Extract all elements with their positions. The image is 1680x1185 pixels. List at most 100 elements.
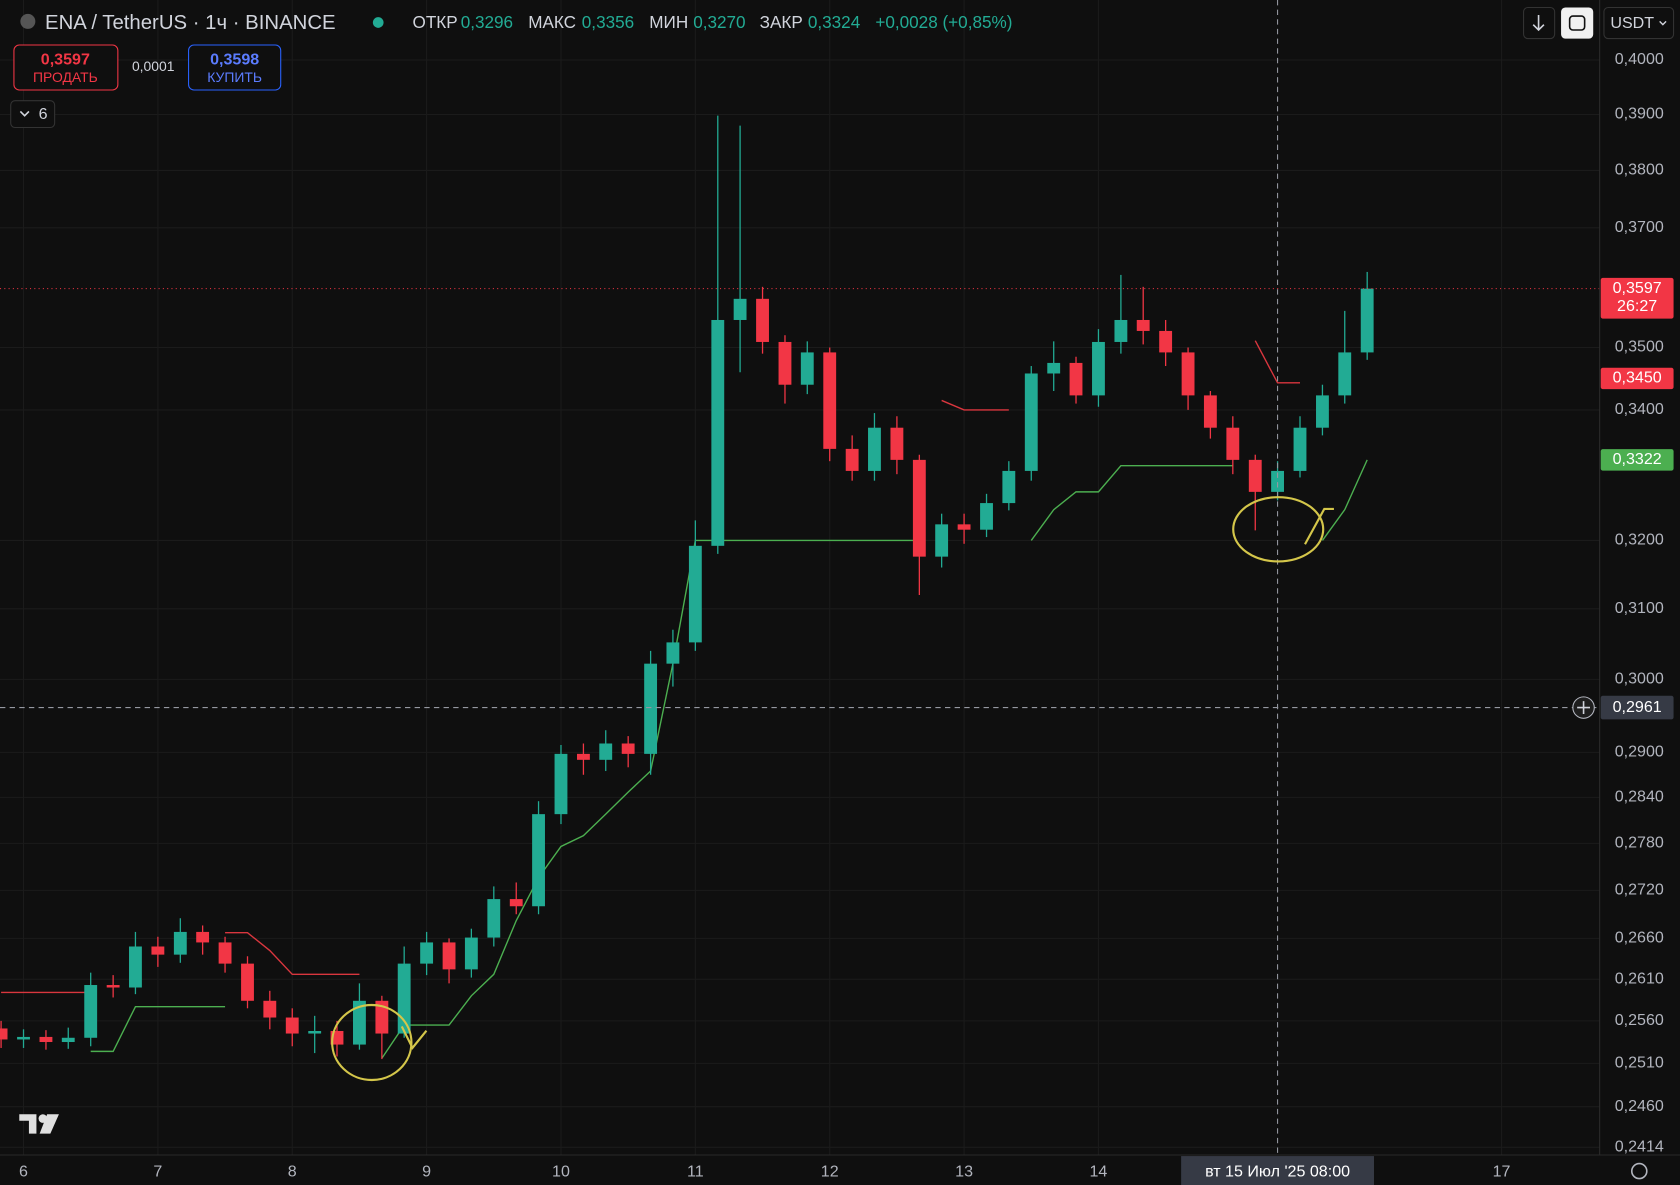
ohlc-value: 0,3324 (808, 12, 861, 32)
trail-line (225, 932, 360, 975)
trail-line (941, 399, 1009, 411)
y-tick-label: 0,3200 (1615, 531, 1664, 549)
buy-button[interactable]: 0,3598 КУПИТЬ (188, 44, 282, 91)
x-tick-label: 7 (153, 1162, 162, 1180)
sell-box[interactable] (13, 44, 119, 91)
trail-line (1321, 459, 1368, 541)
currency-button[interactable] (1603, 6, 1675, 40)
y-tick-label: 0,2780 (1615, 834, 1664, 852)
candle-body (1136, 319, 1150, 331)
candle-body (778, 341, 792, 385)
candle-body (621, 743, 635, 754)
buy-box[interactable] (188, 44, 282, 91)
y-tick-label: 0,3800 (1615, 161, 1664, 179)
price-marker-label: 0,3597 (1613, 279, 1662, 297)
y-tick-label: 0,2900 (1615, 743, 1664, 761)
candle-body (509, 899, 523, 907)
chevron[interactable] (19, 110, 30, 117)
candle-body (129, 946, 142, 988)
drawing-ellipse (331, 1003, 413, 1082)
status-dot (372, 17, 384, 28)
candle-body (845, 448, 859, 471)
candle-body (1293, 427, 1307, 471)
candle-body (151, 946, 165, 955)
price-marker (1600, 277, 1674, 319)
candle-body (487, 899, 501, 938)
candle-body (890, 427, 904, 460)
y-tick-label: 0,3700 (1615, 218, 1664, 236)
buy-label[interactable]: КУПИТЬ (207, 69, 262, 85)
candle-body (241, 963, 254, 1001)
candle-body (1024, 373, 1038, 471)
candle-body (353, 1000, 366, 1045)
x-tick-label: 8 (288, 1162, 297, 1180)
candle-body (711, 319, 725, 546)
symbol-icon[interactable] (20, 13, 36, 29)
candle-body (957, 524, 971, 530)
candle-body (935, 524, 949, 557)
tv-logo (19, 1114, 59, 1134)
x-tick-label: 13 (955, 1162, 973, 1180)
ohlc-label: МАКС (528, 12, 576, 32)
chevron[interactable] (1659, 20, 1667, 26)
drawing-stroke (1304, 507, 1334, 545)
candle-body (1248, 459, 1262, 492)
candle-body (1360, 288, 1374, 353)
y-tick-label: 0,4000 (1615, 50, 1664, 68)
symbol-title[interactable]: ENA / TetherUS · 1ч · BINANCE (45, 12, 336, 34)
candle-body (375, 1000, 389, 1034)
indicators-toggle[interactable]: 6 (10, 100, 56, 129)
candle-body (1203, 395, 1217, 428)
axes: 0,2414 0,2460 0,2510 0,2560 0,2610 0,2660 0,27… (19, 50, 1674, 1185)
spread: 0,0001 (132, 58, 175, 74)
ohlc-change: +0,0028 (+0,85%) (875, 12, 1012, 32)
y-tick-label: 0,2510 (1615, 1054, 1664, 1072)
price-marker (1600, 449, 1674, 471)
candle-body (17, 1036, 30, 1040)
candle-body (1181, 352, 1195, 396)
ohlc-label: ОТКР (413, 12, 458, 32)
candle-body (442, 942, 456, 970)
y-tick-label: 0,3500 (1615, 338, 1664, 356)
x-tick-label: 6 (19, 1162, 28, 1180)
drawing-ellipse (1232, 496, 1325, 563)
candle-body (666, 642, 680, 664)
logo-part (19, 1114, 37, 1134)
price-marker-label: 0,3322 (1613, 450, 1662, 468)
currency[interactable]: USDT (1610, 14, 1654, 32)
download-icon[interactable] (1532, 15, 1545, 32)
y-tick-label: 0,2460 (1615, 1097, 1664, 1115)
crosshair-x-label: вт 15 Июл '25 08:00 (1205, 1162, 1350, 1180)
indicators-count[interactable]: 6 (39, 105, 48, 123)
candle-body (397, 963, 411, 1034)
candle-body (1092, 341, 1105, 396)
candle-body (599, 743, 613, 760)
x-tick-label: 12 (821, 1162, 839, 1180)
sell-label[interactable]: ПРОДАТЬ (33, 69, 98, 85)
toolbar: USDT (1523, 6, 1675, 40)
candle-body (464, 937, 478, 970)
candle-body (218, 942, 232, 964)
y-tick-label: 0,2610 (1615, 969, 1664, 987)
candle-body (868, 427, 881, 471)
candle-body (912, 459, 926, 557)
y-tick-label: 0,2840 (1615, 788, 1664, 806)
sync-icon[interactable] (1568, 15, 1586, 31)
ohlc-label: МИН (649, 12, 688, 32)
settings-icon[interactable] (1630, 1162, 1648, 1180)
crosshair-x-box (1181, 1156, 1374, 1185)
x-tick-label: 10 (552, 1162, 570, 1180)
plus-icon[interactable] (1577, 701, 1590, 714)
countdown: 26:27 (1617, 297, 1657, 315)
candle-body (756, 298, 769, 342)
sell-price[interactable]: 0,3597 (41, 50, 90, 68)
buy-price[interactable]: 0,3598 (210, 50, 259, 68)
indicators-box[interactable] (10, 100, 56, 129)
price-marker-label: 0,3450 (1613, 369, 1662, 387)
sync-button[interactable] (1561, 7, 1594, 39)
sell-button[interactable]: 0,3597 ПРОДАТЬ (13, 44, 119, 91)
trail-line (1254, 340, 1301, 384)
crosshair-y-box (1600, 695, 1674, 720)
drawing-stroke (400, 1025, 428, 1050)
